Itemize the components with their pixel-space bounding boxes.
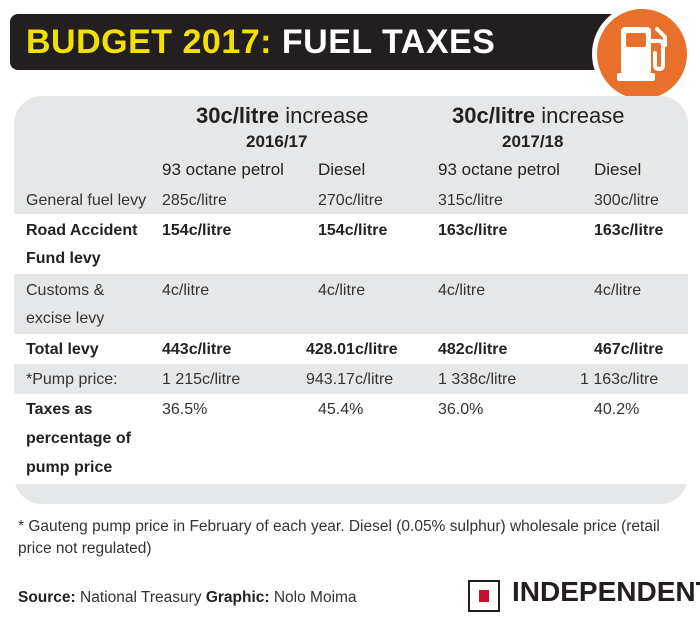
title-highlight: BUDGET 2017:	[26, 23, 272, 61]
table-cell: 270c/litre	[318, 192, 383, 209]
table-cell: 300c/litre	[594, 192, 659, 209]
increase-amount: 30c/litre	[452, 103, 536, 128]
group-header-2017: 30c/litre increase	[452, 102, 624, 130]
table-cell: 4c/litre	[438, 282, 486, 299]
increase-amount: 30c/litre	[196, 103, 280, 128]
page-title: BUDGET 2017: FUEL TAXES	[26, 22, 495, 62]
table-cell: 1 163c/litre	[580, 371, 659, 388]
table-cell: 943.17c/litre	[306, 371, 394, 388]
table-cell: 428.01c/litre	[306, 341, 398, 358]
row-label: Road Accident	[26, 222, 138, 239]
group-year-2017: 2017/18	[502, 132, 564, 151]
table-cell: 36.5%	[162, 401, 208, 418]
table-cell: 285c/litre	[162, 192, 227, 209]
source-credit: Source: National Treasury Graphic: Nolo …	[18, 589, 357, 607]
row-label: General fuel levy	[26, 192, 147, 209]
source-label: Source:	[18, 589, 76, 606]
table-cell: 315c/litre	[438, 192, 503, 209]
row-label: excise levy	[26, 310, 105, 327]
row-label: *Pump price:	[26, 371, 118, 388]
column-header: Diesel	[318, 160, 366, 179]
table-cell: 163c/litre	[594, 222, 664, 239]
increase-label: increase	[535, 103, 625, 128]
footnote: * Gauteng pump price in February of each…	[18, 518, 660, 557]
brand-mark-icon	[468, 580, 500, 612]
row-label: Customs &	[26, 282, 105, 299]
column-header: Diesel	[594, 160, 642, 179]
row-label: pump price	[26, 459, 113, 476]
table-cell: 467c/litre	[594, 341, 664, 358]
table-cell: 482c/litre	[438, 341, 508, 358]
source-value: National Treasury	[75, 589, 206, 606]
row-label: percentage of	[26, 430, 131, 447]
group-header-2016: 30c/litre increase	[196, 102, 368, 130]
row-band-total-levy	[14, 334, 688, 364]
row-label: Fund levy	[26, 250, 101, 267]
table-cell: 154c/litre	[318, 222, 388, 239]
table-cell: 40.2%	[594, 401, 640, 418]
column-header: 93 octane petrol	[438, 160, 560, 179]
title-banner: BUDGET 2017: FUEL TAXES	[10, 14, 630, 70]
column-header: 93 octane petrol	[162, 160, 284, 179]
graphic-label: Graphic:	[205, 589, 270, 606]
row-band-road-accident	[14, 214, 688, 274]
title-rest: FUEL TAXES	[271, 23, 496, 61]
table-cell: 443c/litre	[162, 341, 232, 358]
fuel-badge	[592, 4, 692, 104]
table-cell: 36.0%	[438, 401, 484, 418]
row-label: Total levy	[26, 341, 99, 358]
table-cell: 4c/litre	[318, 282, 366, 299]
table-cell: 45.4%	[318, 401, 364, 418]
graphic-value: Nolo Moima	[269, 589, 357, 606]
table-cell: 1 215c/litre	[162, 371, 241, 388]
table-cell: 154c/litre	[162, 222, 232, 239]
increase-label: increase	[279, 103, 369, 128]
table-cell: 4c/litre	[162, 282, 210, 299]
table-cell: 1 338c/litre	[438, 371, 517, 388]
row-band-taxes-percentage	[14, 394, 688, 484]
group-year-2016: 2016/17	[246, 132, 308, 151]
table-cell: 163c/litre	[438, 222, 508, 239]
row-label: Taxes as	[26, 401, 93, 418]
brand-name: INDEPENDENT	[512, 576, 700, 607]
table-cell: 4c/litre	[594, 282, 642, 299]
